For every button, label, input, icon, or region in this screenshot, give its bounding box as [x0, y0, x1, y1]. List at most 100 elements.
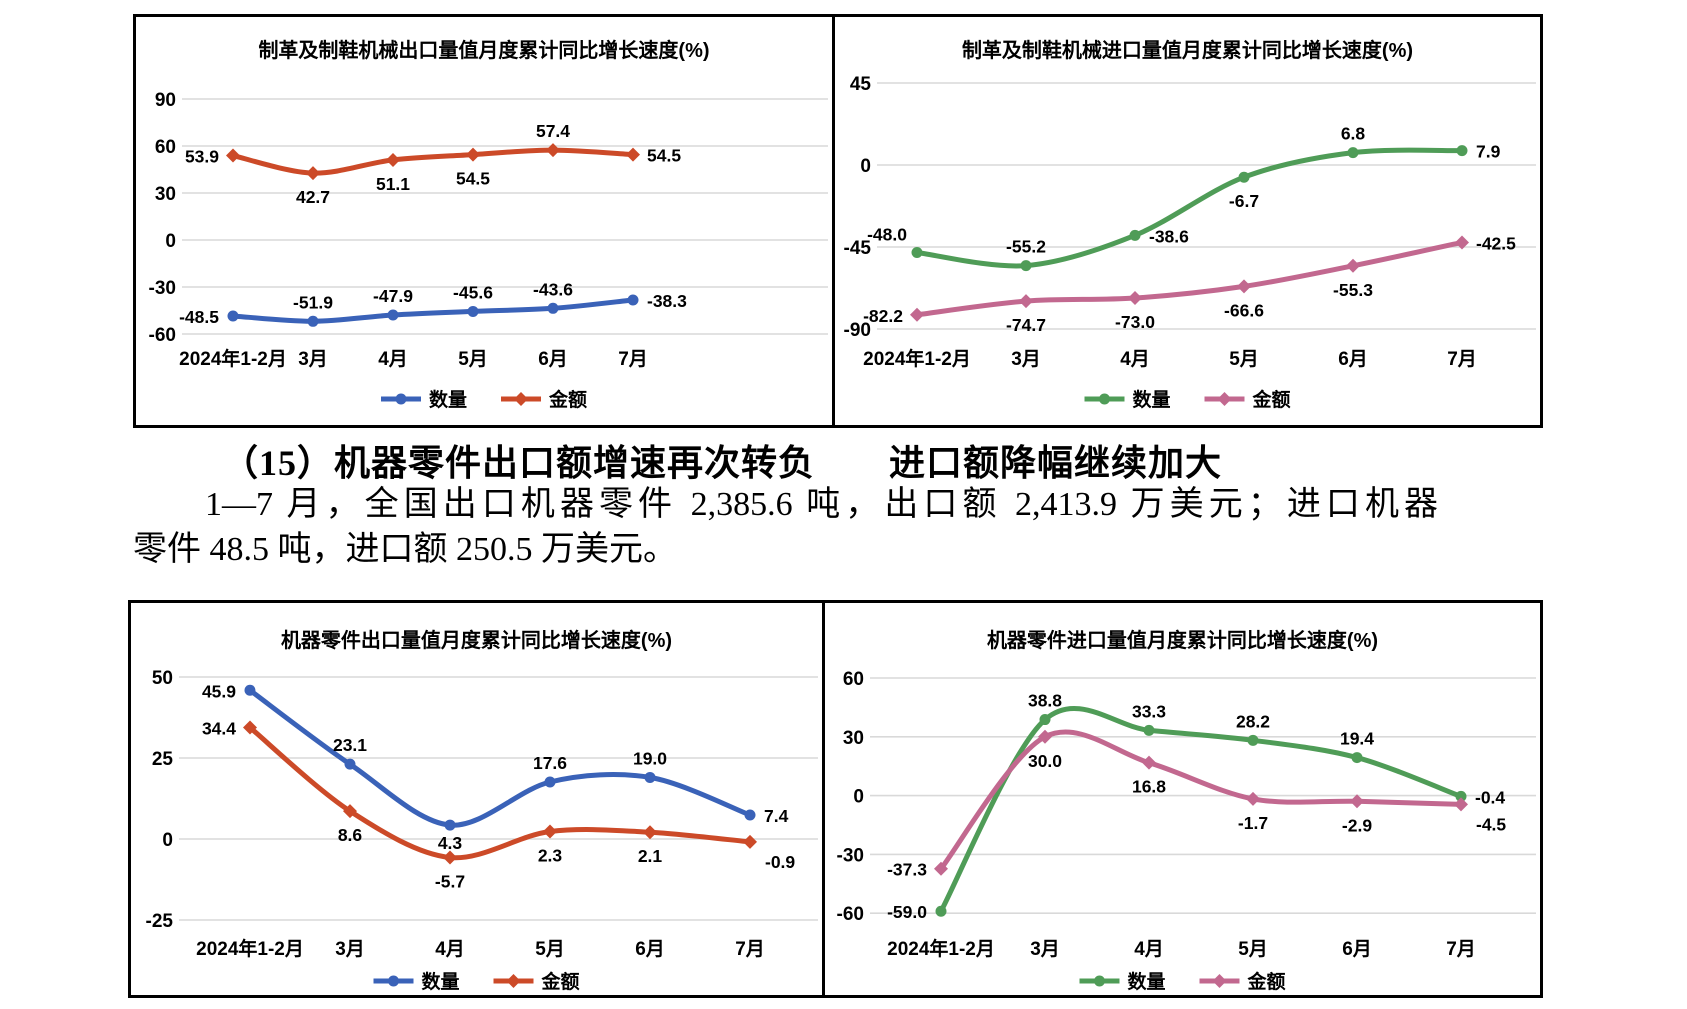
quantity-marker [1247, 734, 1259, 746]
value-marker [543, 824, 557, 839]
value-data-label: 54.5 [456, 169, 490, 189]
value-marker [934, 861, 948, 876]
x-axis-category-label: 4月 [435, 939, 465, 960]
value-data-label: -5.7 [435, 871, 465, 891]
quantity-data-label: 6.8 [1341, 124, 1366, 144]
x-axis-category-label: 2024年1-2月 [887, 937, 995, 960]
quantity-marker [1129, 229, 1141, 241]
value-marker [443, 850, 457, 865]
y-axis-tick-label: -60 [149, 325, 176, 346]
value-data-label: -73.0 [1115, 312, 1155, 332]
x-axis-category-label: 7月 [1447, 349, 1477, 370]
quantity-marker [244, 684, 256, 696]
section-heading: （15）机器零件出口额增速再次转负 进口额降幅继续加大 [222, 443, 1223, 483]
legend-quantity-marker [1099, 393, 1110, 405]
quantity-data-label: -48.5 [179, 307, 219, 327]
value-data-label: 2.3 [538, 846, 563, 866]
quantity-marker [911, 246, 923, 258]
quantity-marker [1351, 752, 1363, 764]
leather-shoe-machinery-export-chart: 制革及制鞋机械出口量值月度累计同比增长速度(%) 90 60 30 0 -30 -60202… [149, 38, 828, 411]
value-marker [1128, 291, 1142, 306]
value-marker [243, 720, 257, 735]
y-axis-tick-label: -90 [844, 320, 871, 341]
x-axis-category-label: 4月 [1120, 349, 1150, 370]
quantity-marker [387, 309, 399, 321]
value-data-label: -0.9 [765, 852, 795, 872]
value-marker [226, 148, 240, 163]
y-axis-tick-label: -30 [837, 845, 864, 866]
value-marker [1455, 235, 1469, 250]
x-axis-category-label: 3月 [1011, 349, 1041, 370]
machine-parts-import-chart: 机器零件进口量值月度累计同比增长速度(%) 60 30 0 -30 -60 2024年1-2… [837, 628, 1536, 993]
y-axis-tick-label: -45 [844, 238, 872, 259]
value-marker [1246, 791, 1260, 806]
legend-quantity-marker [395, 393, 407, 405]
quantity-marker [544, 776, 556, 788]
quantity-data-label: -6.7 [1229, 191, 1259, 211]
value-marker [643, 825, 657, 840]
x-axis-category-label: 6月 [635, 939, 665, 960]
chart-table-top: 制革及制鞋机械出口量值月度累计同比增长速度(%) 90 60 30 0 -30 -60 202… [133, 14, 1543, 428]
x-axis-category-label: 5月 [535, 939, 565, 960]
quantity-data-label: 17.6 [533, 753, 567, 773]
quantity-marker [547, 302, 559, 314]
quantity-data-label: -43.6 [533, 279, 573, 299]
chart-cell-machine-parts-import: 机器零件进口量值月度累计同比增长速度(%) 60 30 0 -30 -60 2024年1-2… [825, 603, 1540, 995]
quantity-data-label: -0.4 [1475, 787, 1505, 807]
x-axis-category-label: 3月 [298, 349, 328, 370]
value-data-label: 8.6 [338, 825, 363, 845]
value-data-label: -1.7 [1238, 813, 1268, 833]
quantity-marker [1455, 790, 1467, 802]
value-data-label: -82.2 [863, 306, 903, 326]
quantity-marker [744, 809, 756, 821]
legend-value-marker [514, 392, 528, 406]
quantity-marker [935, 905, 947, 917]
quantity-marker [644, 771, 656, 783]
value-data-label: -55.3 [1333, 280, 1373, 300]
quantity-series-line [938, 706, 1464, 914]
y-axis-tick-label: 0 [162, 830, 173, 851]
legend-quantity-label: 数量 [429, 388, 467, 411]
y-axis-tick-label: 60 [155, 137, 176, 158]
quantity-data-label: 23.1 [333, 735, 367, 755]
quantity-series-line [914, 147, 1465, 269]
quantity-data-label: 28.2 [1236, 711, 1270, 731]
value-marker [466, 147, 480, 162]
x-axis-category-label: 4月 [1134, 939, 1164, 960]
quantity-marker [227, 310, 239, 322]
x-axis-category-label: 3月 [1030, 939, 1060, 960]
legend-value-label: 金额 [541, 970, 580, 993]
value-data-label: -42.5 [1476, 233, 1516, 253]
value-data-label: 51.1 [376, 174, 410, 194]
value-marker [546, 143, 560, 158]
x-axis-category-label: 6月 [1342, 939, 1372, 960]
quantity-marker [627, 294, 639, 306]
y-axis-tick-label: 30 [843, 728, 864, 749]
chart-table-bottom: 机器零件出口量值月度累计同比增长速度(%) 50 25 0 -25 2024年1-2月 3月… [128, 600, 1543, 998]
legend-value-label: 金额 [1252, 388, 1291, 411]
value-marker [306, 166, 320, 181]
value-data-label: 42.7 [296, 187, 330, 207]
chart-title: 制革及制鞋机械出口量值月度累计同比增长速度(%) [258, 38, 709, 62]
quantity-marker [1020, 260, 1032, 272]
value-marker [1019, 294, 1033, 309]
chart-cell-machine-parts-export: 机器零件出口量值月度累计同比增长速度(%) 50 25 0 -25 2024年1-2月 3月… [131, 603, 825, 995]
chart-title: 制革及制鞋机械进口量值月度累计同比增长速度(%) [962, 38, 1413, 62]
quantity-data-label: -55.2 [1006, 237, 1046, 257]
legend-quantity-label: 数量 [1128, 970, 1166, 993]
value-marker [626, 147, 640, 162]
y-axis-tick-label: -60 [837, 904, 864, 925]
value-marker [743, 834, 757, 849]
y-axis-tick-label: 25 [152, 749, 174, 770]
x-axis-category-label: 6月 [538, 349, 568, 370]
quantity-marker [307, 315, 319, 327]
value-data-label: -74.7 [1006, 315, 1046, 335]
value-marker [1038, 729, 1052, 744]
legend-value-label: 金额 [548, 388, 587, 411]
value-data-label: 34.4 [202, 719, 236, 739]
x-axis-category-label: 2024年1-2月 [179, 347, 287, 370]
quantity-data-label: -51.9 [293, 292, 333, 312]
quantity-series-line [230, 297, 636, 324]
y-axis-tick-label: 60 [843, 669, 864, 690]
